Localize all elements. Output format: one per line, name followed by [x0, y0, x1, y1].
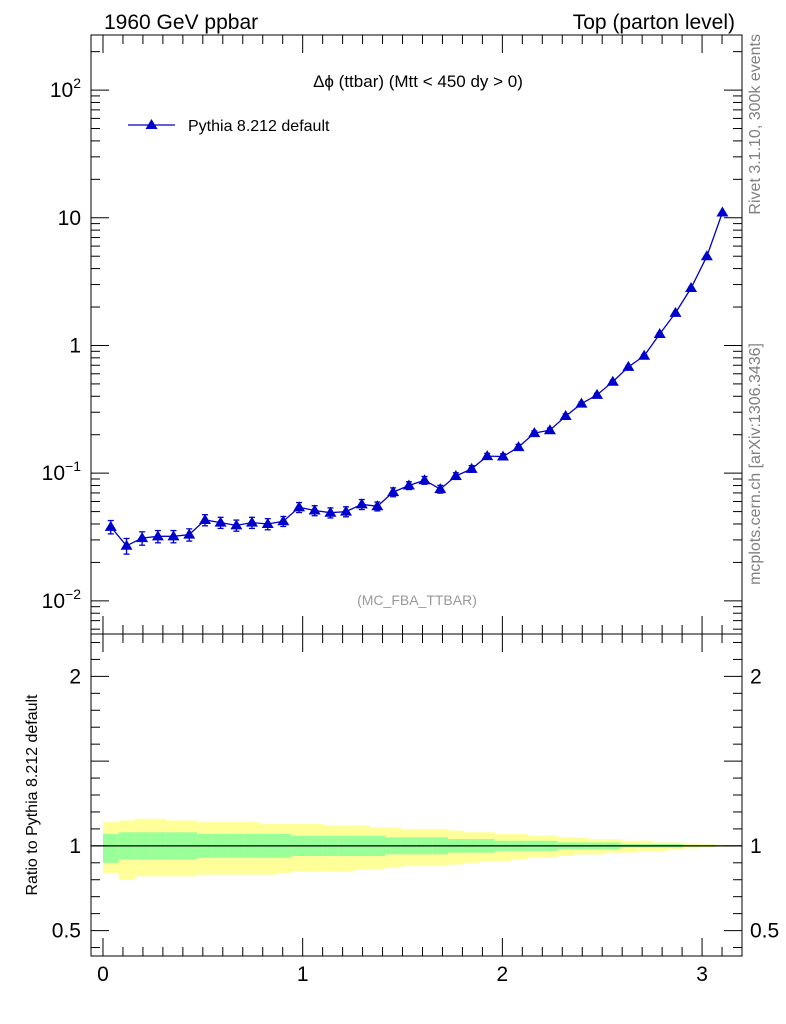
x-tick-label: 1: [297, 963, 309, 986]
side-text-top: Rivet 3.1.10, 300k events: [747, 34, 764, 215]
legend-label: Pythia 8.212 default: [188, 118, 330, 135]
analysis-label: (MC_FBA_TTBAR): [357, 592, 477, 608]
y-tick-label: 10−2: [42, 586, 82, 613]
data-point: [151, 530, 164, 541]
ratio-bands: [91, 818, 742, 880]
uncertainty-band-inner: [102, 833, 120, 863]
legend-marker-icon: [145, 119, 158, 129]
data-point: [104, 520, 117, 531]
data-point: [261, 517, 274, 528]
ratio-y-tick-label-left: 0.5: [52, 920, 81, 943]
ratio-y-tick-label-left: 2: [69, 665, 81, 688]
data-point: [418, 474, 431, 485]
data-point: [449, 469, 462, 480]
data-point: [669, 306, 682, 317]
data-point: [434, 483, 447, 494]
side-text-bottom: mcplots.cern.ch [arXiv:1306.3436]: [747, 343, 764, 585]
data-point: [559, 410, 572, 421]
main-panel: 10−2 10−1 1 10 102 Δϕ (ttbar) (Mtt < 450 dy …: [42, 34, 743, 635]
data-point: [277, 515, 290, 526]
data-point: [324, 506, 337, 517]
data-point: [606, 375, 619, 386]
ratio-y-tick-label-right: 1: [750, 835, 762, 858]
data-point: [308, 504, 321, 515]
x-tick-label: 2: [497, 963, 509, 986]
data-point: [355, 498, 368, 509]
data-point: [402, 479, 415, 490]
plot-title: Δϕ (ttbar) (Mtt < 450 dy > 0): [313, 72, 523, 91]
data-point: [716, 206, 729, 217]
data-point: [120, 539, 133, 550]
data-point: [136, 532, 149, 543]
ratio-ylabel: Ratio to Pythia 8.212 default: [24, 694, 41, 896]
data-point: [199, 513, 212, 524]
data-point: [293, 501, 306, 512]
data-point: [575, 397, 588, 408]
data-point: [167, 530, 180, 541]
ratio-panel: 0.5 0.5 1 1 2 2 0 1 2 3 Ratio to Pythia 8.212 def…: [24, 633, 779, 986]
data-point: [230, 519, 243, 530]
data-point: [371, 500, 384, 511]
y-tick-label: 10: [58, 207, 81, 230]
header-right: Top (parton level): [573, 11, 735, 34]
data-point: [183, 528, 196, 539]
data-point: [245, 516, 258, 527]
data-point: [214, 516, 227, 527]
data-point: [465, 462, 478, 473]
ratio-frame: [90, 633, 743, 957]
data-point: [591, 388, 604, 399]
data-point: [340, 505, 353, 516]
data-point: [496, 450, 509, 461]
data-point: [481, 450, 494, 461]
data-point: [653, 327, 666, 338]
main-data-layer: [104, 206, 729, 555]
ratio-y-tick-label-left: 1: [69, 835, 81, 858]
y-tick-label: 102: [50, 75, 81, 102]
x-tick-label: 0: [97, 963, 109, 986]
legend: Pythia 8.212 default: [128, 118, 330, 135]
series-line: [110, 212, 724, 547]
data-point: [387, 486, 400, 497]
main-ticks: 10−2 10−1 1 10 102: [42, 35, 742, 634]
data-point: [700, 250, 713, 261]
data-point: [512, 441, 525, 452]
header-left: 1960 GeV ppbar: [104, 11, 258, 34]
y-tick-label: 10−1: [42, 458, 82, 485]
ratio-ticks: 0.5 0.5 1 1 2 2 0 1 2 3: [52, 634, 779, 986]
data-point: [528, 427, 541, 438]
data-point: [685, 281, 698, 292]
data-point: [638, 349, 651, 360]
data-point: [543, 424, 556, 435]
data-point: [622, 360, 635, 371]
x-tick-label: 3: [696, 963, 708, 986]
ratio-y-tick-label-right: 0.5: [750, 920, 779, 943]
ratio-y-tick-label-right: 2: [750, 665, 762, 688]
y-tick-label: 1: [69, 334, 81, 357]
